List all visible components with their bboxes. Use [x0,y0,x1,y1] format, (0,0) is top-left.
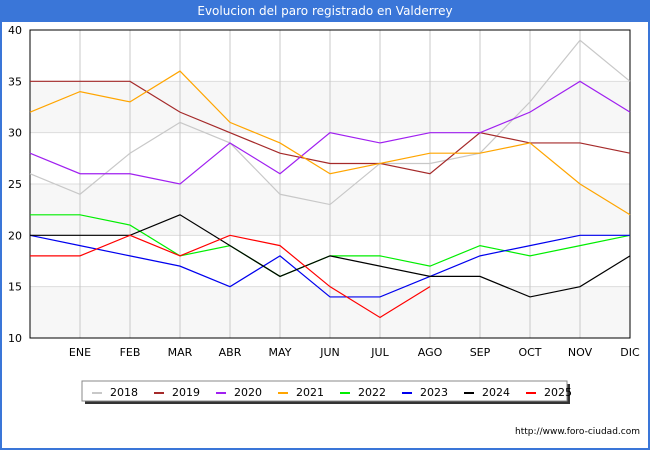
legend-label: 2018 [110,386,138,399]
x-tick-label: DIC [620,346,640,359]
x-tick-label: MAR [168,346,193,359]
x-tick-label: SEP [470,346,491,359]
legend-label: 2021 [296,386,324,399]
x-tick-label: NOV [568,346,593,359]
series-line-2018 [29,39,631,206]
y-tick-labels: 10 15 20 25 30 35 40 [8,24,22,345]
y-tick-label: 15 [8,281,22,294]
x-tick-label: MAY [269,346,292,359]
y-tick-label: 10 [8,332,22,345]
x-tick-label: FEB [120,346,141,359]
plot-border [29,29,631,339]
x-tick-label: AGO [418,346,443,359]
series-line-2020 [29,80,631,185]
y-tick-label: 40 [8,24,22,37]
legend-label: 2019 [172,386,200,399]
y-tick-label: 25 [8,178,22,191]
legend-label: 2024 [482,386,510,399]
axes [29,29,631,339]
chart-title: Evolucion del paro registrado en Valderr… [0,0,650,22]
legend-label: 2020 [234,386,262,399]
y-tick-label: 30 [8,127,22,140]
legend-box [81,380,568,402]
legend-label: 2025 [544,386,572,399]
x-tick-label: JUN [319,346,340,359]
legend-label: 2022 [358,386,386,399]
legend-label: 2023 [420,386,448,399]
series-lines [29,39,631,319]
x-tick-labels: ENE FEB MAR ABR MAY JUN JUL AGO SEP OCT NOV DIC [69,346,640,359]
series-line-2021 [29,70,631,216]
x-tick-label: ABR [219,346,242,359]
y-tick-label: 35 [8,75,22,88]
y-tick-label: 20 [8,229,22,242]
source-link[interactable]: http://www.foro-ciudad.com [515,427,640,437]
x-tick-label: OCT [518,346,541,359]
x-tick-label: ENE [69,346,91,359]
legend: 2018 2019 2020 2021 2022 2023 2024 2025 [81,380,572,404]
x-tick-label: JUL [370,346,389,359]
series-line-2025 [30,234,431,319]
series-line-2023 [29,234,630,298]
